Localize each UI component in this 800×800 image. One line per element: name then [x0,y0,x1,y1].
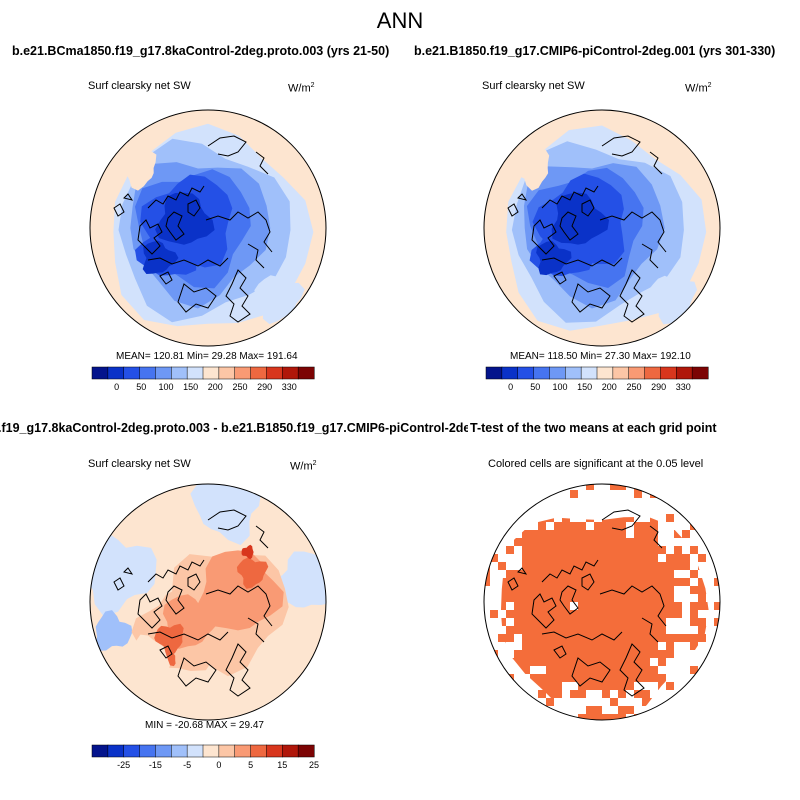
case2-stats: MEAN= 118.50 Min= 27.30 Max= 192.10 [510,351,691,362]
diff-colorbar [91,744,315,758]
colorbar-tick-label: 100 [158,382,174,392]
colorbar-swatch [266,366,283,380]
case2-polar-map [483,109,721,347]
case1-polar-map [89,109,327,347]
colorbar-swatch [250,744,267,758]
colorbar-swatch [234,366,252,380]
colorbar-tick-label: 330 [281,382,297,392]
ttest-title: T-test of the two means at each grid poi… [468,421,717,435]
case2-field-label: Surf clearsky net SW [482,80,585,92]
ttest-polar-map [483,483,721,721]
ttest-subtitle: Colored cells are significant at the 0.0… [488,458,704,470]
colorbar-swatch [155,744,172,758]
case2-colorbar [485,366,709,380]
colorbar-swatch [139,366,156,380]
colorbar-tick-label: 0 [114,382,120,392]
colorbar-swatch [596,366,614,380]
colorbar-swatch [580,366,598,380]
colorbar-swatch [202,366,220,380]
colorbar-tick-label: 290 [651,382,667,392]
colorbar-swatch [691,366,709,380]
diff-stats: MIN = -20.68 MAX = 29.47 [145,720,264,731]
colorbar-swatch [266,744,283,758]
case1-stats: MEAN= 120.81 Min= 29.28 Max= 191.64 [116,351,298,362]
diff-colorbar-ticks: -25 -15 -5 0 5 15 25 [92,760,319,772]
diff-units: W/m2 [290,460,317,473]
season-title: ANN [376,8,424,33]
colorbar-tick-label: -5 [183,760,192,770]
colorbar-swatch [107,366,125,380]
colorbar-tick-label: 250 [232,382,248,392]
colorbar-swatch [676,366,693,380]
colorbar-swatch [91,366,109,380]
colorbar-swatch [123,366,141,380]
colorbar-tick-label: 0 [216,760,222,770]
diff-title: .f19_g17.8kaControl-2deg.proto.003 - b.e… [0,421,503,435]
colorbar-tick-label: 330 [675,382,691,392]
colorbar-swatch [282,366,299,380]
case1-title: b.e21.BCma1850.f19_g17.8kaControl-2deg.p… [12,44,390,58]
colorbar-swatch [282,744,299,758]
case2-title: b.e21.B1850.f19_g17.CMIP6-piControl-2deg… [414,44,776,58]
colorbar-swatch [297,744,315,758]
colorbar-swatch [139,744,156,758]
colorbar-swatch [644,366,661,380]
colorbar-swatch [218,744,236,758]
colorbar-swatch [660,366,677,380]
colorbar-swatch [218,366,236,380]
colorbar-swatch [549,366,566,380]
colorbar-tick-label: -15 [148,760,162,770]
colorbar-tick-label: 150 [577,382,593,392]
case2-colorbar-ticks: 0 50 100 150 200 250 290 330 [486,382,708,394]
colorbar-swatch [234,744,252,758]
case2-units: W/m2 [685,82,712,95]
colorbar-tick-label: 15 [277,760,288,770]
colorbar-swatch [565,366,582,380]
colorbar-swatch [297,366,315,380]
colorbar-swatch [612,366,630,380]
colorbar-tick-label: 0 [508,382,514,392]
colorbar-swatch [155,366,172,380]
colorbar-swatch [171,366,188,380]
case1-colorbar [91,366,315,380]
colorbar-swatch [171,744,188,758]
colorbar-swatch [485,366,503,380]
colorbar-swatch [202,744,220,758]
colorbar-tick-label: -25 [117,760,131,770]
case1-field-label: Surf clearsky net SW [88,80,191,92]
colorbar-tick-label: 200 [207,382,223,392]
colorbar-swatch [628,366,646,380]
colorbar-tick-label: 250 [626,382,642,392]
colorbar-swatch [250,366,267,380]
colorbar-swatch [517,366,535,380]
colorbar-tick-label: 290 [257,382,273,392]
case1-units: W/m2 [288,82,315,95]
colorbar-swatch [123,744,141,758]
colorbar-tick-label: 25 [308,760,320,770]
colorbar-swatch [186,366,204,380]
colorbar-swatch [186,744,204,758]
colorbar-tick-label: 50 [530,382,541,392]
colorbar-tick-label: 5 [248,760,254,770]
colorbar-swatch [501,366,519,380]
case1-colorbar-ticks: 0 50 100 150 200 250 290 330 [92,382,314,394]
colorbar-tick-label: 200 [601,382,617,392]
diff-field-label: Surf clearsky net SW [88,458,191,470]
colorbar-tick-label: 50 [136,382,147,392]
colorbar-tick-label: 150 [183,382,199,392]
colorbar-tick-label: 100 [552,382,568,392]
diff-polar-map [89,483,327,721]
colorbar-swatch [107,744,125,758]
colorbar-swatch [533,366,550,380]
colorbar-swatch [91,744,109,758]
